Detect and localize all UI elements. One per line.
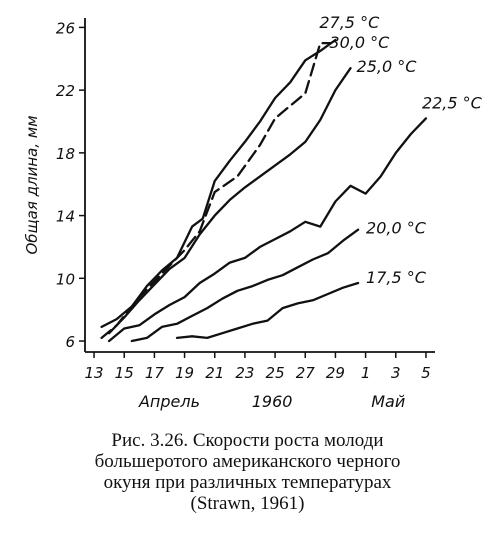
caption-line-4: (Strawn, 1961) bbox=[190, 493, 305, 514]
x-tick-label: 23 bbox=[235, 364, 254, 382]
chart-labels: Апрель 1960 Май Общая длина, мм 27,5 °C30,0 … bbox=[23, 13, 483, 411]
series-label-2: 30,0 °C bbox=[329, 33, 390, 52]
x-tick-label: 21 bbox=[205, 364, 224, 382]
x-tick-label: 17 bbox=[145, 364, 165, 382]
chart-series bbox=[100, 38, 428, 343]
series-line-3 bbox=[107, 67, 352, 335]
caption-line-3: окуня при различных температурах bbox=[103, 472, 392, 493]
series-label-4: 22,5 °C bbox=[422, 93, 483, 112]
caption-line-1: Рис. 3.26. Скорости роста молоди bbox=[111, 430, 384, 451]
x-label-may: Май bbox=[371, 392, 405, 411]
y-tick-label: 22 bbox=[56, 82, 75, 100]
series-line-2 bbox=[100, 38, 337, 329]
x-tick-label: 29 bbox=[326, 364, 345, 382]
x-tick-label: 3 bbox=[391, 364, 401, 382]
series-label-6: 17,5 °C bbox=[366, 268, 427, 287]
x-tick-label: 19 bbox=[175, 364, 194, 382]
y-tick-label: 18 bbox=[56, 145, 75, 163]
series-line-6 bbox=[175, 281, 360, 340]
series-label-1: 27,5 °C bbox=[319, 13, 380, 32]
series-line-5 bbox=[130, 228, 360, 343]
series-label-3: 25,0 °C bbox=[357, 57, 418, 76]
y-tick-label: 26 bbox=[56, 19, 75, 37]
y-tick-label: 10 bbox=[56, 270, 75, 288]
x-tick-label: 27 bbox=[296, 364, 316, 382]
figure-caption: Рис. 3.26. Скорости роста молоди большер… bbox=[20, 430, 475, 514]
y-tick-label: 6 bbox=[65, 333, 75, 351]
x-tick-label: 25 bbox=[266, 364, 285, 382]
series-label-5: 20,0 °C bbox=[366, 219, 427, 238]
x-tick-label: 1 bbox=[361, 364, 371, 382]
x-tick-label: 13 bbox=[85, 364, 104, 382]
y-axis-label: Общая длина, мм bbox=[23, 115, 41, 254]
x-tick-label: 5 bbox=[421, 364, 431, 382]
x-label-april: Апрель bbox=[138, 392, 200, 411]
x-label-year: 1960 bbox=[252, 392, 293, 411]
chart-axes bbox=[84, 18, 435, 353]
series-line-1 bbox=[100, 41, 333, 340]
caption-line-2: большеротого американского черного bbox=[94, 451, 401, 472]
series-line-4 bbox=[107, 117, 428, 343]
x-tick-label: 15 bbox=[115, 364, 134, 382]
y-tick-label: 14 bbox=[56, 208, 75, 226]
